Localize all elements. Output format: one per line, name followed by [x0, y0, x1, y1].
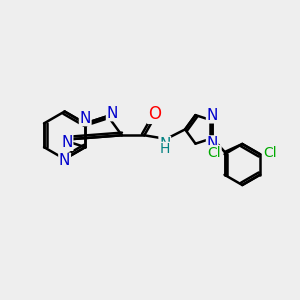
Text: N: N: [159, 136, 170, 152]
Text: N: N: [207, 136, 218, 151]
Text: N: N: [106, 106, 118, 121]
Text: N: N: [61, 135, 73, 150]
Text: Cl: Cl: [264, 146, 277, 160]
Text: H: H: [160, 142, 170, 156]
Text: Cl: Cl: [207, 146, 221, 160]
Text: N: N: [207, 108, 218, 123]
Text: N: N: [80, 111, 91, 126]
Text: N: N: [59, 153, 70, 168]
Text: O: O: [148, 105, 161, 123]
